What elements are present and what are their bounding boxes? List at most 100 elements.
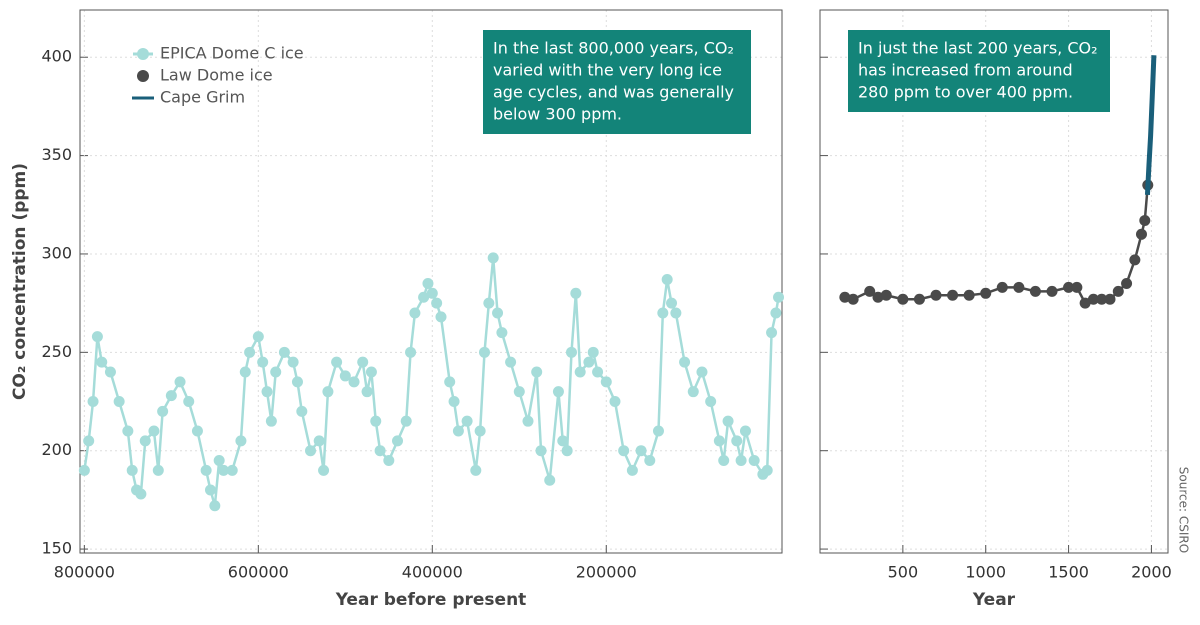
data-point: [574, 366, 586, 378]
data-point: [496, 327, 508, 339]
data-point: [1029, 285, 1041, 297]
data-point: [583, 356, 595, 368]
x-tick-label: 1500: [1048, 563, 1089, 582]
data-point: [78, 464, 90, 476]
legend-label: Law Dome ice: [160, 66, 273, 85]
x-tick-label: 1000: [965, 563, 1006, 582]
data-point: [183, 396, 195, 408]
data-point: [552, 386, 564, 398]
data-point: [609, 396, 621, 408]
data-point: [461, 415, 473, 427]
data-point: [470, 464, 482, 476]
annotation-box: [483, 30, 751, 134]
data-point: [91, 331, 103, 343]
legend-label: Cape Grim: [160, 88, 245, 107]
data-point: [139, 435, 151, 447]
data-point: [478, 346, 490, 358]
data-point: [652, 425, 664, 437]
data-point: [679, 356, 691, 368]
series-line: [844, 184, 1150, 305]
data-point: [1046, 285, 1058, 297]
data-point: [748, 455, 760, 467]
data-point: [313, 435, 325, 447]
data-point: [409, 307, 421, 319]
x-tick-label: 400000: [402, 563, 463, 582]
data-point: [244, 346, 256, 358]
data-point: [880, 289, 892, 301]
data-point: [104, 366, 116, 378]
data-point: [1063, 281, 1075, 293]
data-point: [209, 500, 221, 512]
data-point: [735, 455, 747, 467]
data-point: [544, 474, 556, 486]
data-point: [661, 274, 673, 286]
data-point: [557, 435, 569, 447]
data-point: [872, 291, 884, 303]
y-axis-title: CO₂ concentration (ppm): [10, 163, 30, 400]
data-point: [1087, 293, 1099, 305]
data-point: [666, 297, 678, 309]
data-point: [696, 366, 708, 378]
data-point: [657, 307, 669, 319]
data-point: [770, 307, 782, 319]
data-point: [174, 376, 186, 388]
data-point: [839, 291, 851, 303]
data-point: [713, 435, 725, 447]
data-point: [278, 346, 290, 358]
y-tick-label: 300: [41, 243, 72, 262]
data-point: [113, 396, 125, 408]
legend-label: EPICA Dome C ice: [160, 44, 304, 63]
annotation-text: 280 ppm to over 400 ppm.: [858, 83, 1073, 102]
data-point: [126, 464, 138, 476]
data-point: [191, 425, 203, 437]
data-point: [291, 376, 303, 388]
data-point: [739, 425, 751, 437]
data-point: [83, 435, 95, 447]
x-tick-label: 500: [888, 563, 919, 582]
data-point: [405, 346, 417, 358]
series-line: [1144, 55, 1157, 196]
data-point: [930, 289, 942, 301]
data-point: [705, 396, 717, 408]
data-point: [1013, 281, 1025, 293]
data-point: [157, 405, 169, 417]
data-point: [1071, 281, 1083, 293]
data-point: [570, 287, 582, 299]
data-point: [135, 488, 147, 500]
data-point: [1096, 293, 1108, 305]
x-tick-label: 200000: [576, 563, 637, 582]
data-point: [383, 455, 395, 467]
data-point: [200, 464, 212, 476]
annotation-text: varied with the very long ice: [493, 61, 722, 80]
data-point: [87, 396, 99, 408]
data-point: [1135, 228, 1147, 240]
data-point: [444, 376, 456, 388]
legend-marker: [137, 70, 149, 82]
data-point: [1112, 285, 1124, 297]
data-point: [483, 297, 495, 309]
data-point: [339, 370, 351, 382]
data-point: [348, 376, 360, 388]
data-point: [600, 376, 612, 388]
data-point: [731, 435, 743, 447]
y-tick-label: 350: [41, 145, 72, 164]
source: Source: CSIRO: [1177, 467, 1191, 553]
data-point: [305, 445, 317, 457]
data-point: [257, 356, 269, 368]
annotation-text: has increased from around: [858, 61, 1073, 80]
y-tick-label: 150: [41, 539, 72, 558]
data-point: [322, 386, 334, 398]
data-point: [418, 291, 430, 303]
data-point: [531, 366, 543, 378]
data-point: [431, 297, 443, 309]
data-point: [331, 356, 343, 368]
data-point: [635, 445, 647, 457]
data-point: [535, 445, 547, 457]
data-point: [148, 425, 160, 437]
data-point: [239, 366, 251, 378]
annotation-text: below 300 ppm.: [493, 105, 622, 124]
data-point: [1104, 293, 1116, 305]
data-point: [561, 445, 573, 457]
data-point: [565, 346, 577, 358]
